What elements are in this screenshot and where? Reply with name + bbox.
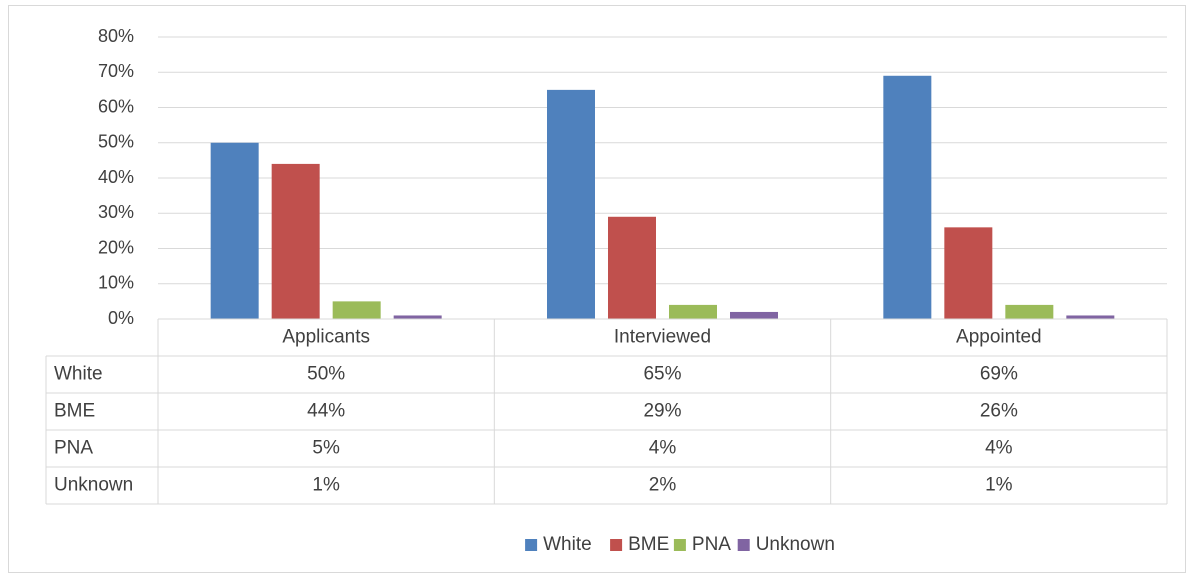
bar-white-appointed — [883, 75, 932, 320]
table-series-label: PNA — [54, 438, 93, 459]
table-series-label: Unknown — [54, 475, 133, 496]
category-label: Appointed — [956, 327, 1042, 348]
table-value: 4% — [985, 438, 1013, 459]
y-tick-label: 70% — [98, 61, 134, 81]
bar-white-applicants — [210, 142, 259, 319]
bar-unknown-interviewed — [730, 311, 778, 319]
legend-swatch-white — [525, 539, 538, 551]
table-value: 50% — [307, 364, 345, 385]
table-value: 2% — [649, 475, 677, 496]
y-tick-label: 60% — [98, 96, 134, 116]
table-value: 65% — [643, 364, 681, 385]
y-tick-label: 10% — [98, 273, 134, 293]
legend-swatch-pna — [673, 539, 686, 551]
legend-label: Unknown — [756, 534, 835, 555]
bar-pna-appointed — [1005, 304, 1054, 319]
table-value: 1% — [985, 475, 1013, 496]
table-value: 44% — [307, 401, 345, 422]
table-series-label: BME — [54, 401, 95, 422]
y-tick-label: 30% — [98, 202, 134, 222]
table-series-label: White — [54, 364, 103, 385]
table-value: 29% — [643, 401, 681, 422]
bar-bme-applicants — [271, 163, 320, 319]
bar-pna-interviewed — [669, 304, 717, 319]
bar-unknown-appointed — [1066, 315, 1115, 319]
table-value: 5% — [312, 438, 340, 459]
table-value: 4% — [649, 438, 677, 459]
y-tick-label: 50% — [98, 132, 134, 152]
table-value: 69% — [980, 364, 1018, 385]
y-tick-label: 0% — [108, 308, 134, 328]
legend-label: BME — [628, 534, 669, 555]
y-tick-label: 40% — [98, 167, 134, 187]
bar-bme-interviewed — [608, 216, 656, 319]
table-value: 26% — [980, 401, 1018, 422]
bar-pna-applicants — [332, 301, 381, 319]
bar-bme-appointed — [944, 227, 993, 319]
legend-swatch-bme — [610, 539, 623, 551]
bar-unknown-applicants — [393, 315, 442, 319]
y-tick-label: 20% — [98, 237, 134, 257]
y-tick-label: 80% — [98, 26, 134, 46]
legend-label: PNA — [692, 534, 731, 555]
table-value: 1% — [312, 475, 340, 496]
bar-white-interviewed — [547, 89, 595, 319]
category-label: Applicants — [282, 327, 370, 348]
legend-label: White — [543, 534, 592, 555]
category-label: Interviewed — [614, 327, 711, 348]
legend-swatch-unknown — [737, 539, 750, 551]
